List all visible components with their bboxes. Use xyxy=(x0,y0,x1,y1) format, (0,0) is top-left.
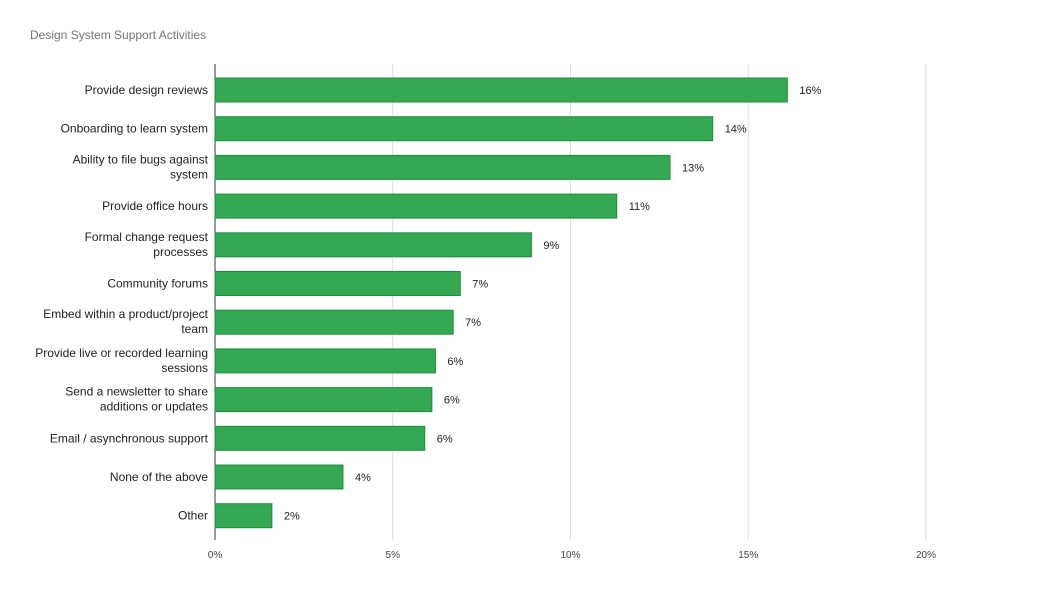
value-label: 7% xyxy=(465,317,481,329)
category-label-line: Formal change request xyxy=(85,230,209,244)
bars xyxy=(214,77,788,529)
category-label-line: system xyxy=(170,167,208,181)
x-tick-label: 0% xyxy=(208,550,223,561)
x-tick-label: 5% xyxy=(386,550,401,561)
category-label: Send a newsletter to share additions or u… xyxy=(65,385,208,414)
value-label: 2% xyxy=(284,511,300,523)
category-label-line: additions or updates xyxy=(100,400,208,414)
category-label: Provide live or recorded learning session… xyxy=(35,346,208,375)
category-label: Embed within a product/project team xyxy=(43,307,208,336)
category-label: Provide design reviews xyxy=(85,83,208,97)
value-label: 6% xyxy=(447,356,463,368)
x-tick-label: 15% xyxy=(738,550,758,561)
bar xyxy=(214,387,433,413)
bar xyxy=(214,309,454,335)
bar xyxy=(214,77,788,103)
gridlines xyxy=(214,64,927,540)
value-label: 4% xyxy=(355,472,371,484)
x-tick-label: 10% xyxy=(560,550,580,561)
value-label: 13% xyxy=(682,162,704,174)
category-label: Provide office hours xyxy=(102,199,208,213)
value-label: 9% xyxy=(543,240,559,252)
category-label-line: Ability to file bugs against xyxy=(73,152,209,166)
category-label-line: team xyxy=(181,322,208,336)
bar xyxy=(214,348,436,374)
labels: 0% 5% 10% 15% 20% Provide design reviews 16% On… xyxy=(35,83,936,561)
bar xyxy=(214,154,671,180)
bar xyxy=(214,271,461,296)
bar xyxy=(214,116,714,142)
category-label: Email / asynchronous support xyxy=(50,431,209,445)
value-label: 16% xyxy=(799,85,821,97)
category-label-line: Provide live or recorded learning xyxy=(35,346,208,360)
category-label: Formal change request processes xyxy=(85,230,209,259)
category-label: Community forums xyxy=(107,277,208,291)
category-label: Onboarding to learn system xyxy=(61,122,208,136)
value-label: 14% xyxy=(725,124,747,136)
category-label: None of the above xyxy=(110,470,208,484)
bar xyxy=(214,464,344,490)
bar xyxy=(214,425,426,451)
bar xyxy=(214,503,273,529)
value-label: 7% xyxy=(472,279,488,291)
value-label: 11% xyxy=(629,201,650,213)
chart-title: Design System Support Activities xyxy=(30,28,207,42)
category-label: Other xyxy=(178,509,208,523)
bar xyxy=(214,232,532,258)
value-label: 6% xyxy=(437,433,453,445)
category-label-line: processes xyxy=(153,245,208,259)
x-tick-label: 20% xyxy=(916,550,936,561)
value-label: 6% xyxy=(444,395,460,407)
category-label-line: sessions xyxy=(161,361,208,375)
category-label-line: Send a newsletter to share xyxy=(65,385,208,399)
category-label-line: Embed within a product/project xyxy=(43,307,208,321)
bar xyxy=(214,193,618,219)
category-label: Ability to file bugs against system xyxy=(73,152,209,181)
